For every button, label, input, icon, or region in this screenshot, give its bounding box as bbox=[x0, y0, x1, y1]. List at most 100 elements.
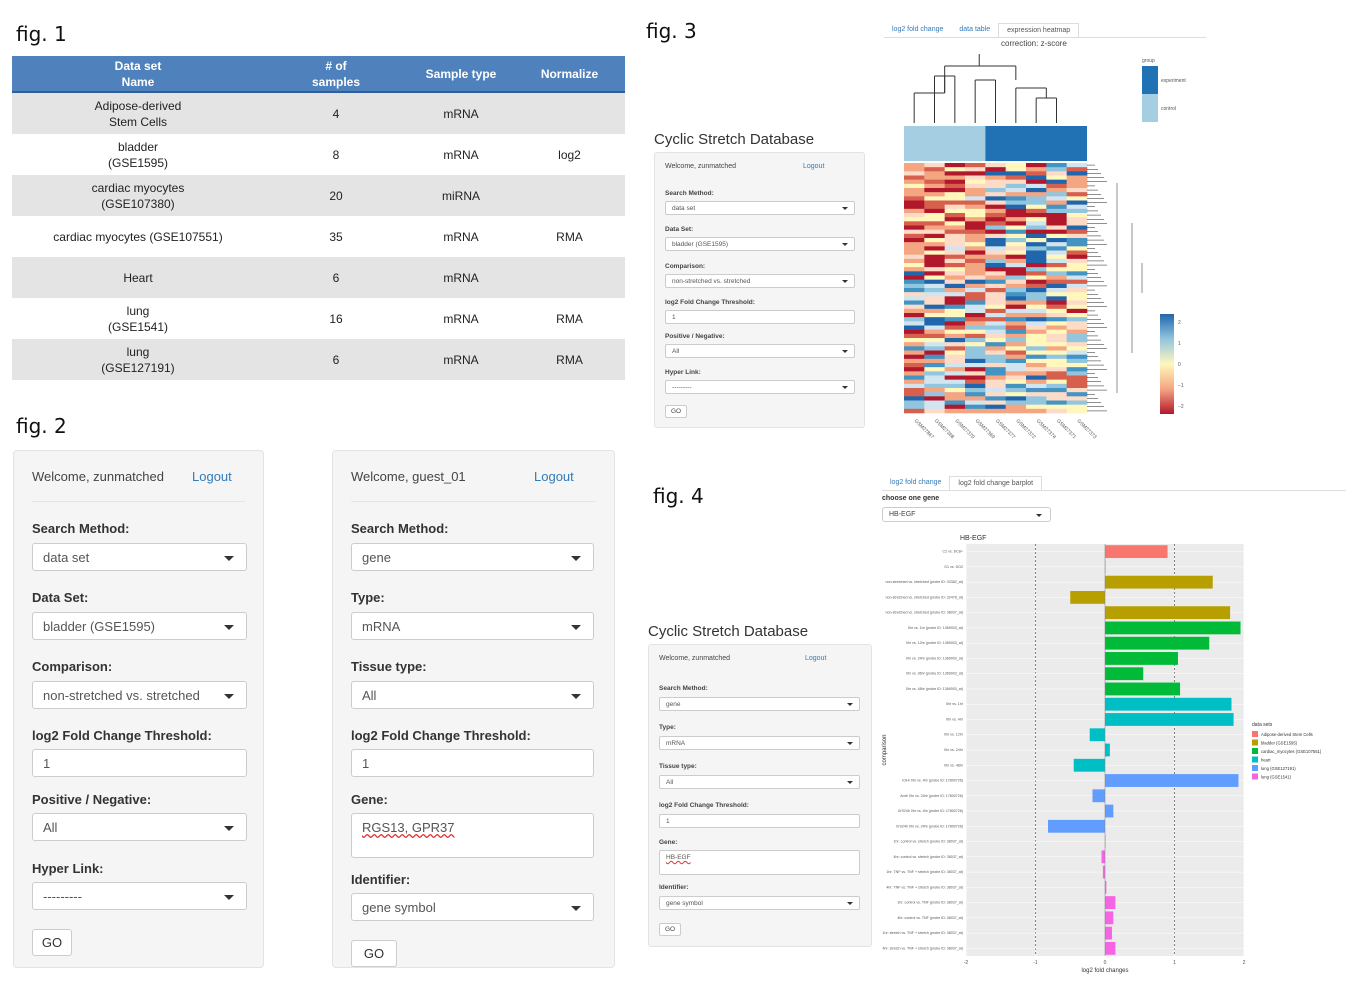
expression-heatmap: groupexperimentcontrol210−1−2GSM27867GSM… bbox=[904, 54, 1186, 440]
heatmap-cell bbox=[924, 392, 945, 397]
tab-log2-fold-change[interactable]: log2 fold change bbox=[892, 26, 944, 33]
posneg-select[interactable]: All bbox=[665, 344, 855, 358]
heatmap-cell bbox=[944, 379, 966, 385]
chevron-down-icon bbox=[571, 625, 581, 630]
heatmap-cell bbox=[1026, 258, 1047, 264]
heatmap-cell bbox=[944, 288, 966, 293]
heatmap-cell bbox=[904, 163, 925, 168]
heatmap-cell bbox=[1005, 304, 1027, 310]
heatmap-cell bbox=[965, 275, 986, 280]
go-button[interactable]: GO bbox=[32, 929, 72, 956]
heatmap-cell bbox=[1005, 229, 1027, 235]
heatmap-cell bbox=[1005, 254, 1027, 260]
heatmap-cell bbox=[965, 250, 986, 255]
posneg-select[interactable]: All bbox=[32, 813, 247, 841]
dataset-select[interactable]: bladder (GSE1595) bbox=[32, 612, 247, 640]
heatmap-cell bbox=[924, 375, 945, 380]
identifier-select[interactable]: gene symbol bbox=[659, 896, 860, 910]
heatmap-cell bbox=[965, 225, 986, 230]
logout-link[interactable]: Logout bbox=[803, 163, 825, 170]
threshold-input[interactable]: 1 bbox=[32, 749, 247, 777]
tab-log2-fold-change[interactable]: log2 fold change bbox=[890, 479, 942, 486]
heatmap-cell bbox=[1066, 233, 1088, 239]
legend-label: lung (GSE1541) bbox=[1261, 775, 1292, 780]
heatmap-cell bbox=[965, 313, 986, 318]
heatmap-cell bbox=[1046, 188, 1067, 193]
heatmap-cell bbox=[965, 300, 986, 305]
tab-expression-heatmap[interactable]: expression heatmap bbox=[998, 23, 1080, 37]
identifier-select[interactable]: gene symbol bbox=[351, 893, 594, 921]
heatmap-cell bbox=[904, 275, 925, 280]
tissue-select[interactable]: All bbox=[351, 681, 594, 709]
heatmap-cell bbox=[1026, 404, 1047, 410]
go-button[interactable]: GO bbox=[351, 940, 397, 967]
search-method-select[interactable]: gene bbox=[351, 543, 594, 571]
heatmap-cell bbox=[1026, 300, 1047, 305]
go-button[interactable]: GO bbox=[659, 923, 681, 936]
tab-data-table[interactable]: data table bbox=[959, 26, 991, 33]
heatmap-cell bbox=[1005, 183, 1027, 189]
threshold-input[interactable]: 1 bbox=[665, 310, 855, 324]
heatmap-cell bbox=[965, 258, 986, 264]
type-select[interactable]: mRNA bbox=[659, 736, 860, 750]
tissue-label: Tissue type: bbox=[659, 763, 697, 770]
hyperlink-select[interactable]: --------- bbox=[665, 380, 855, 394]
heatmap-cell bbox=[1066, 388, 1088, 393]
threshold-input[interactable]: 1 bbox=[351, 749, 594, 777]
logout-link[interactable]: Logout bbox=[805, 655, 827, 662]
table-cell: mRNA bbox=[443, 229, 479, 244]
heatmap-cell bbox=[1046, 208, 1067, 214]
heatmap-cell bbox=[944, 371, 966, 376]
select-value: non-stretched vs. stretched bbox=[43, 688, 200, 703]
heatmap-cell bbox=[1026, 400, 1047, 405]
search-method-select[interactable]: gene bbox=[659, 697, 860, 711]
heatmap-cell bbox=[904, 383, 925, 389]
logout-link[interactable]: Logout bbox=[192, 469, 232, 484]
search-method-select[interactable]: data set bbox=[665, 201, 855, 215]
search-method-select[interactable]: data set bbox=[32, 543, 247, 571]
heatmap-cell bbox=[924, 163, 945, 168]
heatmap-cell bbox=[965, 392, 986, 397]
db-title: Cyclic Stretch Database bbox=[648, 623, 809, 640]
heatmap-cell bbox=[1066, 342, 1088, 347]
logout-link[interactable]: Logout bbox=[534, 469, 574, 484]
type-label: Type: bbox=[351, 590, 385, 605]
threshold-input[interactable]: 1 bbox=[659, 814, 860, 828]
type-select[interactable]: mRNA bbox=[351, 612, 594, 640]
heatmap-cell bbox=[1026, 342, 1047, 347]
heatmap-cell bbox=[1026, 408, 1047, 414]
gene-textarea[interactable]: RGS13, GPR37 bbox=[351, 813, 594, 858]
heatmap-cell bbox=[944, 317, 966, 322]
heatmap-cell bbox=[985, 292, 1006, 297]
bar bbox=[1105, 545, 1168, 559]
heatmap-cell bbox=[985, 408, 1006, 414]
go-button[interactable]: GO bbox=[665, 405, 687, 418]
tab-barplot[interactable]: log2 fold change barplot bbox=[949, 476, 1043, 490]
chevron-down-icon bbox=[842, 280, 848, 283]
heatmap-cell bbox=[1066, 329, 1088, 335]
gene-label: Gene: bbox=[351, 792, 388, 807]
table-header: Data set Name # of samples Sample type N… bbox=[12, 56, 625, 93]
heatmap-cell bbox=[944, 175, 966, 180]
heatmap-cell bbox=[944, 329, 966, 335]
hyperlink-select[interactable]: --------- bbox=[32, 882, 247, 910]
dataset-select[interactable]: bladder (GSE1595) bbox=[665, 237, 855, 251]
datasets-table: Data set Name # of samples Sample type N… bbox=[12, 56, 625, 380]
heatmap-cell bbox=[985, 300, 1006, 305]
table-cell: miRNA bbox=[442, 188, 480, 203]
heatmap-cell bbox=[1026, 396, 1047, 401]
welcome-text: Welcome, zunmatched bbox=[665, 163, 737, 170]
gene-select[interactable]: HB-EGF bbox=[882, 507, 1051, 522]
heatmap-cell bbox=[985, 179, 1006, 185]
bar bbox=[1073, 758, 1105, 772]
comparison-select[interactable]: non-stretched vs. stretched bbox=[665, 274, 855, 288]
input-value: 1 bbox=[362, 756, 370, 771]
heatmap-cell bbox=[965, 188, 986, 193]
tissue-select[interactable]: All bbox=[659, 775, 860, 789]
heatmap-cell bbox=[985, 350, 1006, 355]
comparison-select[interactable]: non-stretched vs. stretched bbox=[32, 681, 247, 709]
choose-gene-label: choose one gene bbox=[882, 495, 940, 502]
heatmap-cell bbox=[944, 200, 966, 205]
heatmap-cell bbox=[904, 213, 925, 218]
gene-textarea[interactable]: HB-EGF bbox=[659, 850, 860, 875]
